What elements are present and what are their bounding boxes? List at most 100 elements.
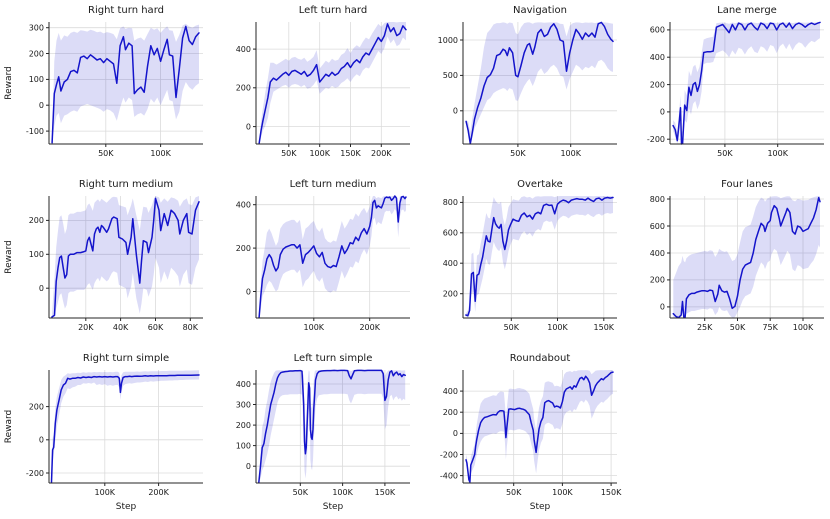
x-tick-label: 50K xyxy=(504,323,520,332)
subplot-right-turn-simple: -200 0 200 100K 200K Right turn simple Reward S… xyxy=(4,353,203,512)
x-tick-label: 100K xyxy=(793,323,814,332)
x-tick-label: 100K xyxy=(150,149,171,158)
chart-title: Right turn hard xyxy=(88,5,164,16)
x-axis-label: Step xyxy=(323,502,344,512)
y-tick-label: -200 xyxy=(440,450,458,459)
y-tick-label: 200 xyxy=(650,276,665,285)
confidence-band xyxy=(259,22,406,144)
confidence-band xyxy=(466,22,613,144)
subplot-left-turn-hard: 0 200 400 50K 100K 150K 200K Left turn hard xyxy=(236,5,410,158)
y-tick-label: 300 xyxy=(236,400,251,409)
x-tick-label: 100K xyxy=(304,323,325,332)
confidence-band xyxy=(51,196,200,317)
y-tick-label: 400 xyxy=(236,380,251,389)
chart-title: Left turn medium xyxy=(290,179,377,190)
y-tick-label: 0 xyxy=(246,287,251,296)
chart-title: Roundabout xyxy=(510,353,571,364)
y-tick-label: -400 xyxy=(440,471,458,480)
y-tick-label: 1000 xyxy=(438,36,458,45)
y-tick-label: 0 xyxy=(453,429,458,438)
y-tick-label: 0 xyxy=(39,284,44,293)
subplot-cell-navigation: 0 500 1000 50K 100K Navigation xyxy=(415,0,622,174)
x-tick-label: 100K xyxy=(309,149,330,158)
reward-curve xyxy=(465,196,614,317)
x-tick-label: 75K xyxy=(762,323,778,332)
reward-curve xyxy=(672,21,821,145)
x-axis-label: Step xyxy=(530,502,551,512)
x-tick-label: 150K xyxy=(340,149,361,158)
reward-curve xyxy=(51,197,200,318)
y-tick-label: 200 xyxy=(236,84,251,93)
chart-title: Overtake xyxy=(517,179,563,190)
y-tick-label: 200 xyxy=(443,408,458,417)
x-tick-label: 200K xyxy=(371,149,392,158)
subplot-navigation: 0 500 1000 50K 100K Navigation xyxy=(438,5,617,158)
x-tick-label: 100K xyxy=(560,149,581,158)
confidence-band xyxy=(465,196,613,318)
x-tick-label: 50K xyxy=(98,149,114,158)
y-tick-label: 0 xyxy=(39,436,44,445)
confidence-band xyxy=(51,370,199,483)
reward-curve xyxy=(50,374,200,483)
y-axis-label: Reward xyxy=(4,410,14,444)
x-tick-label: 100K xyxy=(767,149,788,158)
y-tick-label: 200 xyxy=(236,244,251,253)
confidence-band xyxy=(673,196,820,318)
y-tick-label: 800 xyxy=(443,198,458,207)
empty-cell xyxy=(622,348,829,519)
reward-curve xyxy=(51,25,200,144)
reward-curve xyxy=(465,371,614,483)
y-tick-label: 200 xyxy=(236,421,251,430)
chart-title: Lane merge xyxy=(717,5,777,16)
y-tick-label: 600 xyxy=(443,229,458,238)
y-tick-label: -100 xyxy=(26,127,44,136)
y-tick-label: 600 xyxy=(650,222,665,231)
y-tick-label: 200 xyxy=(443,290,458,299)
subplot-cell-right-turn-simple: -200 0 200 100K 200K Right turn simple Reward S… xyxy=(1,348,208,519)
y-tick-label: 200 xyxy=(650,80,665,89)
x-tick-label: 150K xyxy=(375,488,396,497)
reward-curve xyxy=(258,369,406,484)
x-tick-label: 150K xyxy=(594,323,615,332)
x-tick-label: 50K xyxy=(510,149,526,158)
reward-curve xyxy=(258,23,407,144)
x-tick-label: 50K xyxy=(293,488,309,497)
subplot-left-turn-medium: 0 200 400 100K 200K Left turn medium xyxy=(236,179,410,332)
y-tick-label: 200 xyxy=(29,216,44,225)
x-tick-label: 200K xyxy=(359,323,380,332)
y-tick-label: 0 xyxy=(246,462,251,471)
subplot-cell-right-turn-hard: -100 0 100 200 300 50K 100K Right turn hard Rewa… xyxy=(1,0,208,174)
subplot-left-turn-simple: 0 100 200 300 400 50K 100K 150K Left turn simple… xyxy=(236,353,410,512)
confidence-band xyxy=(259,196,406,318)
y-tick-label: 0 xyxy=(453,107,458,116)
subplot-cell-overtake: 200 400 600 800 50K 100K 150K Overtake xyxy=(415,174,622,348)
y-tick-label: 200 xyxy=(29,402,44,411)
subplot-right-turn-hard: -100 0 100 200 300 50K 100K Right turn hard Rewa… xyxy=(4,5,203,158)
x-tick-label: 40K xyxy=(113,323,129,332)
x-tick-label: 60K xyxy=(148,323,164,332)
subplot-cell-left-turn-medium: 0 200 400 100K 200K Left turn medium xyxy=(208,174,415,348)
y-tick-label: 0 xyxy=(660,303,665,312)
chart-title: Left turn hard xyxy=(299,5,367,16)
x-axis-label: Step xyxy=(116,502,137,512)
x-tick-label: 80K xyxy=(183,323,199,332)
x-tick-label: 50K xyxy=(506,488,522,497)
subplot-four-lanes: 0 200 400 600 800 25K 50K 75K 100K Four lanes xyxy=(650,179,824,332)
y-tick-label: 400 xyxy=(443,259,458,268)
y-tick-label: 500 xyxy=(443,71,458,80)
subplot-cell-four-lanes: 0 200 400 600 800 25K 50K 75K 100K Four lanes xyxy=(622,174,829,348)
x-tick-label: 50K xyxy=(730,323,746,332)
chart-title: Four lanes xyxy=(721,179,773,190)
y-tick-label: 400 xyxy=(650,53,665,62)
x-tick-label: 25K xyxy=(697,323,713,332)
y-tick-label: 100 xyxy=(29,250,44,259)
x-tick-label: 100K xyxy=(552,488,573,497)
subplot-cell-left-turn-hard: 0 200 400 50K 100K 150K 200K Left turn hard xyxy=(208,0,415,174)
subplot-cell-lane-merge: -200 0 200 400 600 50K 100K Lane merge xyxy=(622,0,829,174)
x-tick-label: 150K xyxy=(601,488,622,497)
confidence-band xyxy=(258,370,406,483)
y-tick-label: 800 xyxy=(650,195,665,204)
chart-title: Left turn simple xyxy=(294,353,373,364)
reward-curve xyxy=(258,195,407,319)
